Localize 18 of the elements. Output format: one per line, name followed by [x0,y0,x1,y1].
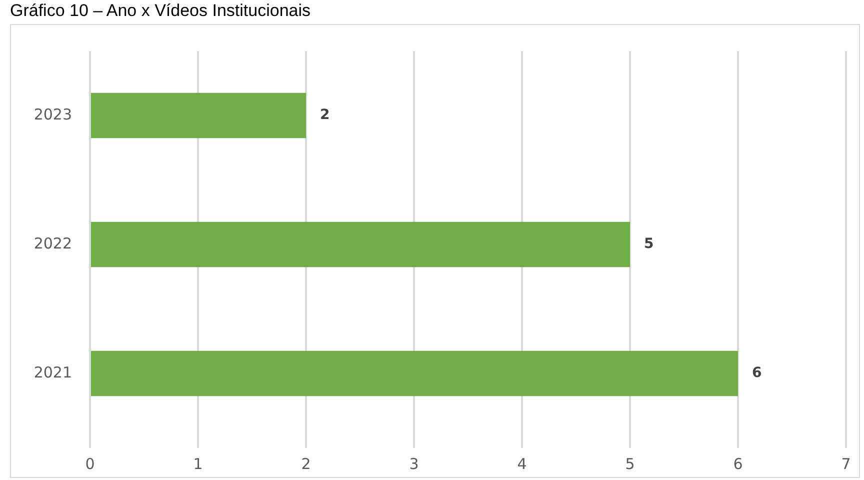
bar [91,222,630,268]
y-tick-label: 2023 [34,105,72,124]
data-label: 2 [320,107,330,124]
x-tick-label: 1 [193,454,203,473]
x-tick-label: 0 [85,454,95,473]
x-tick-label: 4 [517,454,527,473]
x-tick-label: 6 [733,454,743,473]
data-label: 6 [752,365,762,382]
bar [91,92,306,138]
y-tick-label: 2022 [34,234,72,252]
y-tick-label: 2021 [34,363,72,382]
x-tick-label: 7 [841,454,851,473]
x-tick-label: 3 [409,454,419,473]
data-label: 5 [644,236,654,252]
chart-title: Gráfico 10 – Ano x Vídeos Institucionais [10,1,311,21]
x-tick-label: 5 [625,454,635,473]
x-tick-label: 2 [301,454,311,473]
bar [91,350,738,396]
